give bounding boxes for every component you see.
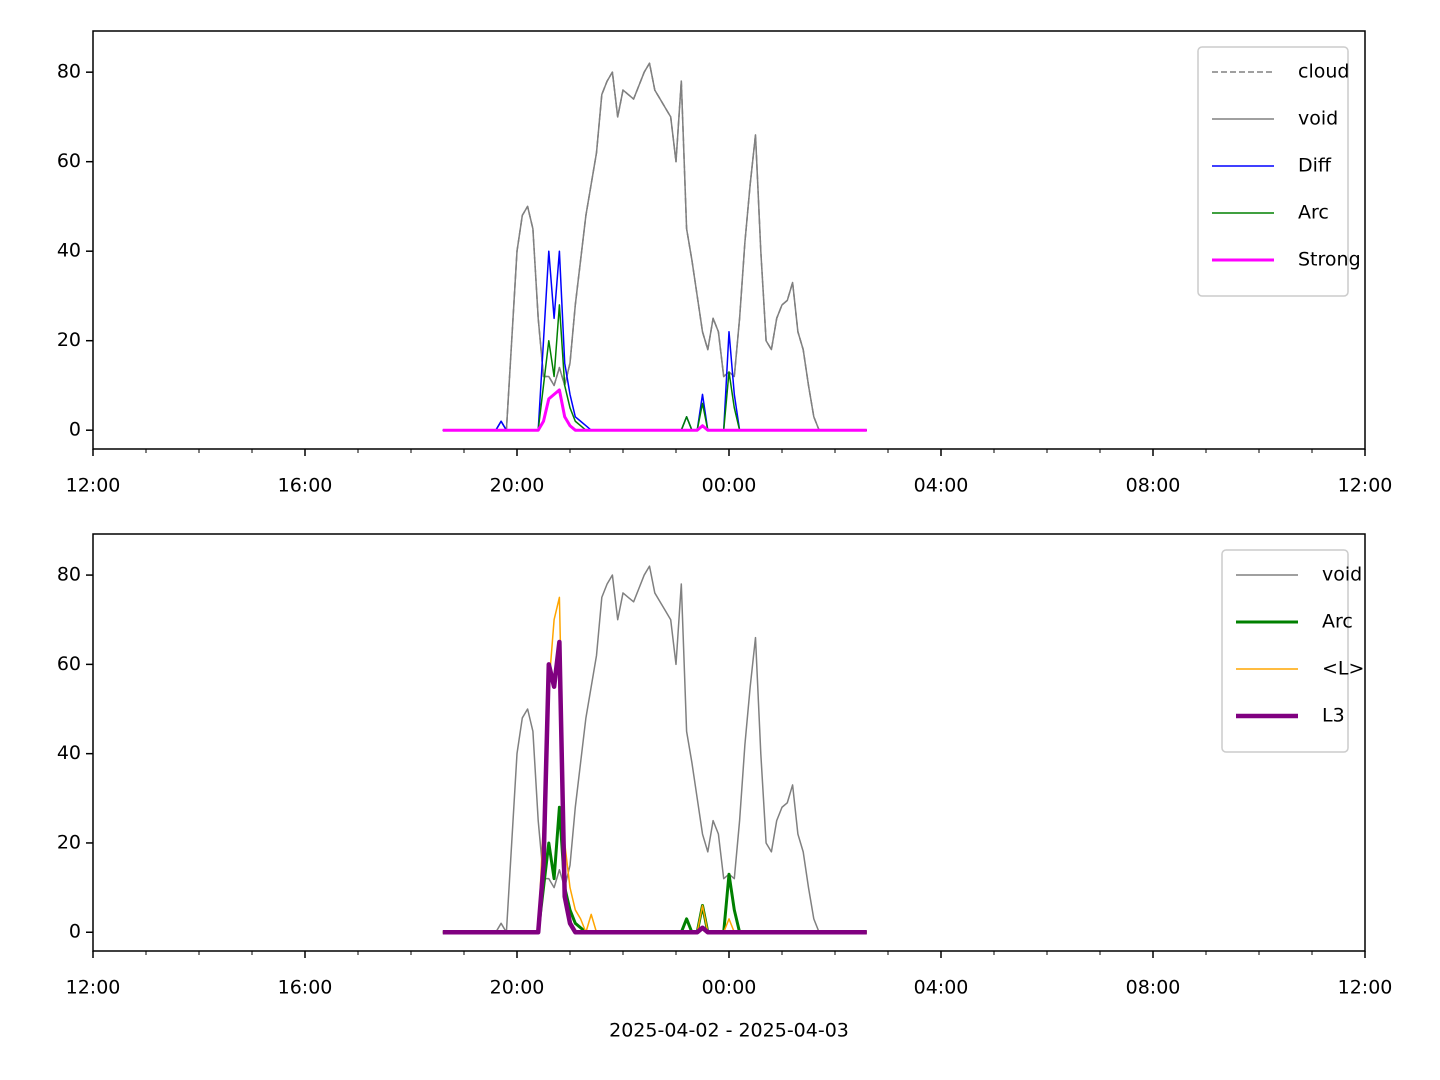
series-line [442,565,867,933]
legend-label: Strong [1298,249,1361,271]
series-line [442,805,867,934]
y-tick-label: 80 [57,564,81,586]
x-tick-label: 04:00 [914,977,969,999]
axes-frame [92,533,1366,952]
y-tick-label: 80 [57,61,81,83]
y-tick-label: 0 [69,419,81,441]
x-tick-label: 00:00 [702,475,757,497]
x-tick-label: 12:00 [66,475,121,497]
x-tick-label: 04:00 [914,475,969,497]
legend-box [1197,46,1349,297]
legend-label: <L> [1322,658,1364,680]
legend-label: void [1298,108,1338,130]
series-line [442,62,867,431]
x-tick-label: 08:00 [1126,977,1181,999]
legend-box [1221,549,1349,753]
x-tick-label: 20:00 [490,475,545,497]
legend-label: L3 [1322,705,1345,727]
legend-label: cloud [1298,61,1349,83]
y-tick-label: 20 [57,831,81,853]
x-tick-label: 12:00 [1338,977,1393,999]
x-tick-label: 12:00 [66,977,121,999]
legend-label: void [1322,564,1362,586]
axes-frame [92,30,1366,450]
series-line [442,304,867,431]
x-tick-label: 16:00 [278,475,333,497]
legend-label: Arc [1298,202,1329,224]
y-tick-label: 40 [57,742,81,764]
series-line [442,250,867,431]
y-tick-label: 60 [57,653,81,675]
x-tick-label: 08:00 [1126,475,1181,497]
legend-label: Arc [1322,611,1353,633]
y-tick-label: 0 [69,921,81,943]
x-tick-label: 12:00 [1338,475,1393,497]
series-line [442,639,867,935]
series-line [442,596,867,933]
series-line [442,388,867,432]
y-tick-label: 60 [57,150,81,172]
y-tick-label: 40 [57,240,81,262]
x-tick-label: 00:00 [702,977,757,999]
x-tick-label: 16:00 [278,977,333,999]
y-tick-label: 20 [57,329,81,351]
x-axis-label: 2025-04-02 - 2025-04-03 [609,1020,849,1042]
series-line [442,62,867,431]
legend-label: Diff [1298,155,1332,177]
x-tick-label: 20:00 [490,977,545,999]
